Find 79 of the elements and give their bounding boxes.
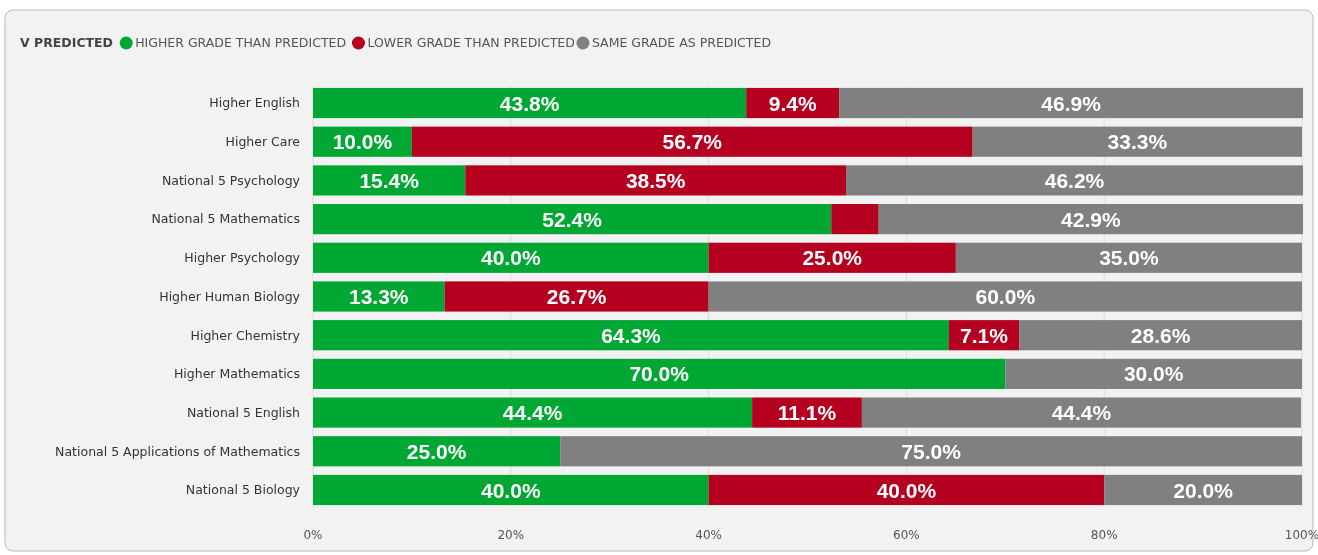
data-label: 15.4% bbox=[359, 168, 420, 192]
bar bbox=[955, 242, 1302, 273]
data-label: 25.0% bbox=[802, 246, 863, 270]
y-tick-label: Higher English bbox=[209, 95, 300, 111]
bar bbox=[752, 397, 862, 428]
bar bbox=[861, 397, 1302, 428]
y-tick-label: National 5 Psychology bbox=[161, 172, 301, 188]
bar bbox=[708, 242, 956, 273]
x-tick-label: 0% bbox=[303, 528, 323, 543]
data-label: 40.0% bbox=[481, 478, 541, 502]
bar bbox=[313, 436, 561, 467]
bar bbox=[465, 165, 847, 196]
data-label: 44.4% bbox=[502, 401, 563, 425]
data-label: 20.0% bbox=[1173, 478, 1234, 502]
data-label: 30.0% bbox=[1123, 362, 1184, 386]
data-label: 28.6% bbox=[1130, 323, 1191, 347]
data-label: 44.4% bbox=[1051, 401, 1112, 425]
bar bbox=[1019, 320, 1302, 351]
y-tick-label: National 5 Biology bbox=[185, 482, 301, 498]
y-tick-label: National 5 English bbox=[186, 404, 300, 420]
x-tick-label: 60% bbox=[893, 528, 920, 543]
data-label: 35.0% bbox=[1099, 246, 1160, 270]
legend-title: V PREDICTED bbox=[20, 35, 113, 51]
data-label: 60.0% bbox=[975, 285, 1036, 309]
bar bbox=[313, 397, 753, 428]
data-label: 75.0% bbox=[901, 439, 962, 463]
data-label: 25.0% bbox=[406, 439, 467, 463]
bar bbox=[313, 204, 832, 235]
data-label: 70.0% bbox=[629, 362, 690, 386]
data-label: 40.0% bbox=[481, 246, 541, 270]
bar bbox=[1104, 474, 1302, 506]
bar bbox=[708, 474, 1105, 506]
data-label: 52.4% bbox=[542, 207, 603, 231]
y-tick-label: Higher Mathematics bbox=[173, 366, 300, 382]
data-label: 38.5% bbox=[625, 168, 686, 192]
bar bbox=[313, 358, 1006, 389]
bar bbox=[313, 165, 466, 196]
bar bbox=[560, 436, 1302, 467]
legend-label: HIGHER GRADE THAN PREDICTED bbox=[135, 35, 347, 51]
bar bbox=[846, 165, 1303, 196]
x-tick-label: 80% bbox=[1090, 528, 1118, 543]
data-label: 10.0% bbox=[332, 130, 393, 154]
bar bbox=[313, 281, 445, 312]
data-label: 11.1% bbox=[777, 401, 837, 425]
y-tick-label: Higher Chemistry bbox=[190, 327, 301, 343]
data-label: 40.0% bbox=[876, 478, 937, 502]
y-tick-label: Higher Care bbox=[225, 134, 301, 150]
data-label: 7.1% bbox=[960, 323, 1009, 347]
bar bbox=[972, 126, 1302, 157]
data-label: 46.9% bbox=[1041, 91, 1102, 115]
y-tick-label: Higher Human Biology bbox=[159, 288, 301, 304]
data-label: 43.8% bbox=[499, 91, 560, 115]
legend-label: LOWER GRADE THAN PREDICTED bbox=[367, 35, 575, 51]
data-label: 33.3% bbox=[1107, 130, 1168, 154]
bar bbox=[878, 204, 1303, 235]
bar bbox=[313, 474, 709, 506]
y-tick-label: Higher Psychology bbox=[184, 250, 301, 266]
data-label: 56.7% bbox=[662, 130, 723, 154]
legend-label: SAME GRADE AS PREDICTED bbox=[591, 35, 772, 51]
bar bbox=[444, 281, 709, 312]
bar bbox=[411, 126, 973, 157]
data-label: 26.7% bbox=[546, 285, 607, 309]
bar bbox=[831, 204, 879, 235]
x-tick-label: 20% bbox=[497, 528, 525, 543]
data-label: 13.3% bbox=[349, 285, 409, 309]
data-label: 42.9% bbox=[1061, 207, 1121, 231]
y-tick-label: National 5 Applications of Mathematics bbox=[55, 443, 300, 459]
data-label: 64.3% bbox=[601, 323, 662, 347]
data-label: 46.2% bbox=[1044, 168, 1105, 192]
bar bbox=[839, 87, 1303, 119]
bar bbox=[313, 87, 747, 119]
data-label: 9.4% bbox=[768, 91, 817, 115]
x-tick-label: 40% bbox=[695, 528, 722, 543]
bar bbox=[313, 320, 949, 351]
x-tick-label: 100% bbox=[1284, 528, 1318, 543]
bar bbox=[313, 242, 709, 273]
bar bbox=[1005, 358, 1302, 389]
bar bbox=[708, 281, 1302, 312]
y-tick-label: National 5 Mathematics bbox=[151, 211, 300, 227]
